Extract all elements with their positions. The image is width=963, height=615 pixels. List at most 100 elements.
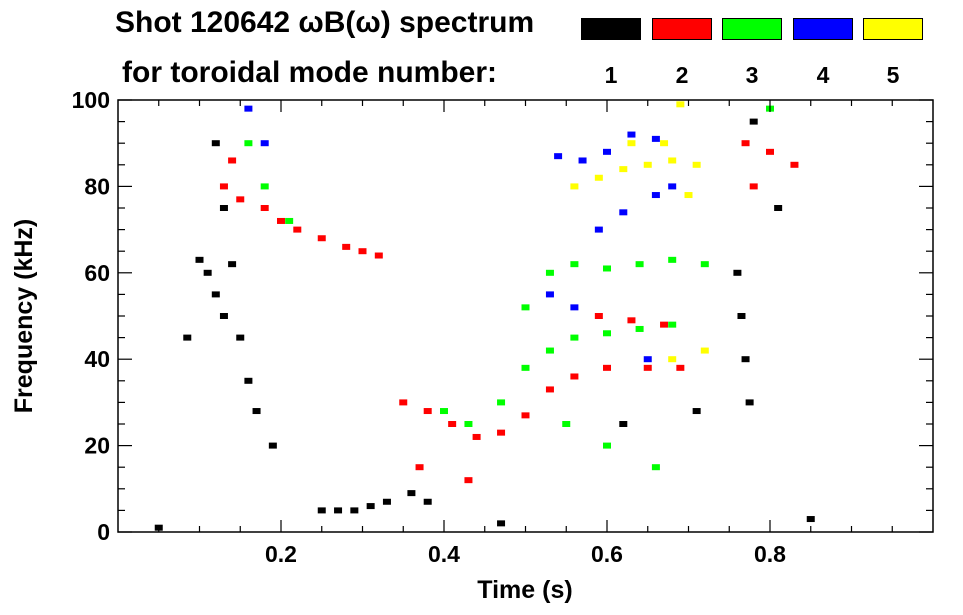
data-point — [660, 321, 669, 328]
data-point — [244, 377, 253, 384]
data-point — [570, 334, 579, 341]
series-mode-2 — [219, 140, 799, 484]
data-point — [211, 140, 220, 147]
data-point — [627, 131, 636, 138]
data-point — [545, 347, 554, 354]
data-point — [692, 161, 701, 168]
data-point — [342, 243, 351, 250]
data-point — [497, 399, 506, 406]
y-axis-label: Frequency (kHz) — [10, 219, 38, 413]
data-point — [260, 183, 269, 190]
data-point — [448, 421, 457, 427]
data-point — [195, 256, 204, 263]
data-point — [684, 192, 693, 199]
series-mode-1 — [154, 118, 815, 531]
data-point — [692, 408, 701, 415]
data-point — [594, 226, 603, 233]
data-point — [668, 356, 677, 363]
data-point — [635, 261, 644, 268]
data-point — [382, 498, 391, 505]
data-point — [260, 205, 269, 211]
legend-label-4: 4 — [816, 62, 830, 88]
data-point — [741, 356, 750, 363]
data-point — [766, 148, 774, 155]
data-point — [374, 252, 383, 259]
data-point — [668, 157, 677, 164]
data-point — [464, 477, 473, 484]
data-point — [635, 325, 644, 332]
axis-tick-labels: 0.2 0.4 0.6 0.8 0 20 40 60 80 100 — [72, 87, 787, 567]
x-tick-label: 0.8 — [754, 541, 786, 567]
data-point — [350, 507, 359, 514]
data-point — [415, 464, 424, 471]
data-point — [407, 490, 416, 497]
data-point — [594, 174, 603, 181]
data-point — [236, 196, 245, 203]
data-point — [334, 507, 343, 514]
data-point — [236, 334, 245, 341]
data-point — [737, 313, 746, 319]
legend-label-1: 1 — [604, 62, 618, 88]
y-tick-label: 100 — [72, 87, 110, 113]
data-point — [219, 313, 228, 319]
legend-label-5: 5 — [886, 62, 900, 88]
data-point — [244, 140, 253, 147]
data-point — [603, 265, 611, 272]
data-point — [700, 261, 709, 268]
data-point — [244, 105, 253, 112]
series-mode-4 — [244, 105, 677, 363]
data-point — [668, 321, 677, 328]
data-point — [545, 291, 554, 298]
x-tick-label: 0.2 — [265, 541, 297, 567]
data-point — [570, 304, 579, 311]
data-point — [578, 157, 587, 164]
data-point — [440, 408, 448, 415]
data-point — [668, 183, 677, 190]
series-mode-5 — [570, 101, 709, 363]
data-point — [790, 161, 799, 168]
data-point — [268, 442, 277, 449]
data-point — [219, 205, 228, 211]
legend-label-3: 3 — [745, 62, 759, 88]
data-point — [521, 364, 530, 371]
data-point — [497, 520, 506, 527]
axis-ticks — [118, 99, 933, 533]
data-point — [545, 269, 554, 276]
data-point — [260, 140, 269, 147]
legend-swatch-2 — [652, 18, 712, 40]
data-point — [651, 464, 660, 471]
data-point — [554, 153, 563, 160]
data-point — [643, 356, 652, 363]
data-point — [399, 399, 408, 406]
data-point — [627, 317, 636, 324]
data-point — [749, 183, 758, 190]
data-point — [651, 135, 660, 142]
series-mode-3 — [244, 105, 774, 471]
data-point — [472, 433, 481, 440]
data-points — [154, 101, 815, 531]
data-point — [277, 217, 285, 224]
data-point — [806, 516, 815, 523]
data-point — [293, 226, 302, 233]
data-point — [497, 429, 506, 436]
chart-title-line2: for toroidal mode number: — [122, 56, 497, 89]
data-point — [203, 269, 212, 276]
data-point — [183, 334, 192, 341]
data-point — [643, 364, 652, 371]
data-point — [643, 161, 652, 168]
data-point — [619, 209, 628, 216]
x-axis-label: Time (s) — [477, 576, 572, 604]
data-point — [521, 304, 530, 311]
y-tick-label: 80 — [84, 173, 110, 199]
data-point — [317, 507, 326, 514]
data-point — [594, 313, 603, 319]
data-point — [676, 101, 685, 108]
data-point — [745, 399, 754, 406]
legend-label-2: 2 — [675, 62, 689, 88]
y-tick-label: 0 — [97, 519, 110, 545]
data-point — [228, 261, 237, 268]
x-tick-label: 0.4 — [428, 541, 460, 567]
data-point — [627, 140, 636, 147]
data-point — [464, 421, 473, 427]
